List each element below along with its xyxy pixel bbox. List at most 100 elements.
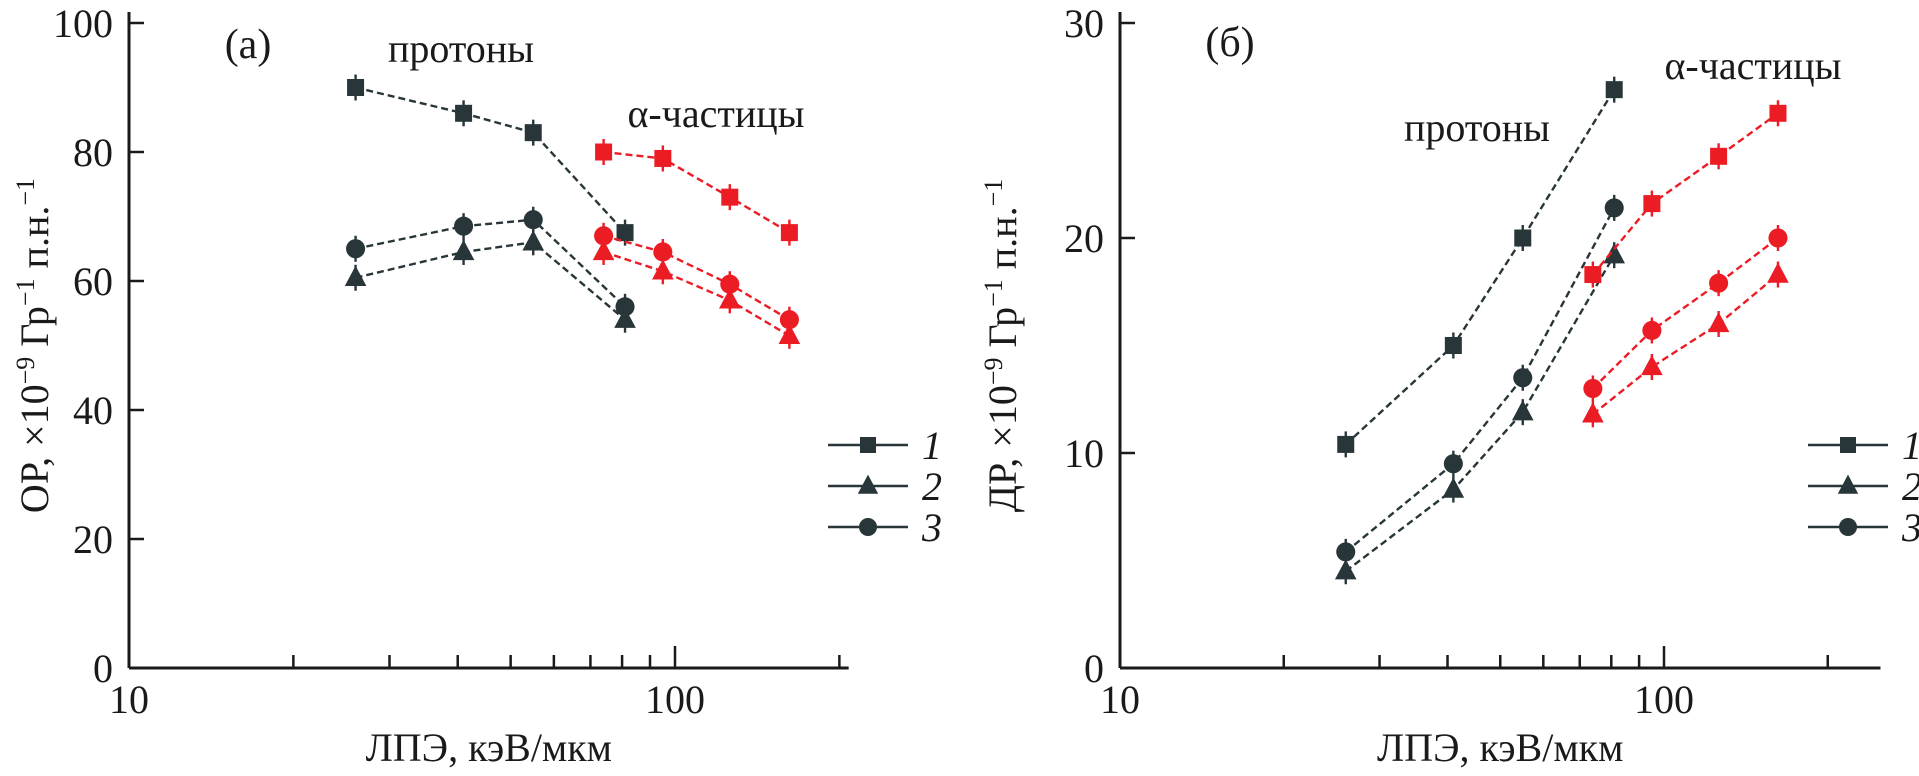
data-point-marker-circle [1443, 454, 1463, 474]
y-ticks [1120, 21, 1135, 670]
series-line [355, 218, 626, 308]
data-point-marker-square [524, 124, 542, 142]
y-tick-labels: 0 20 40 60 80 100 [53, 1, 113, 691]
y-tick-label: 60 [73, 259, 113, 304]
x-tick-label: 100 [645, 677, 705, 722]
series-line [1345, 254, 1616, 573]
y-ticks [129, 21, 144, 670]
series-line [1344, 89, 1616, 446]
legend-item-3: 3 [1808, 505, 1919, 550]
x-tick-label: 10 [1100, 677, 1140, 722]
y-tick-label: 80 [73, 130, 113, 175]
data-point-marker-square [347, 79, 365, 96]
data-point-marker-square [860, 437, 876, 453]
panel-label: (б) [1205, 20, 1254, 66]
series-2-protons [1334, 242, 1626, 585]
series-line [603, 234, 791, 321]
x-tick-labels: 10 100 [1100, 677, 1694, 722]
legend-label: 3 [921, 505, 942, 550]
x-axis-title: ЛПЭ, кэВ/мкм [1377, 725, 1623, 770]
series-3-protons [346, 206, 635, 320]
legend: 123 [828, 423, 942, 550]
data-point-marker-square [595, 143, 613, 161]
data-point-marker-triangle [857, 474, 879, 494]
data-point-marker-circle [1336, 542, 1356, 562]
series-line [1344, 207, 1616, 553]
data-point-marker-circle [1768, 228, 1788, 248]
data-point-marker-triangle [719, 288, 741, 309]
data-point-marker-circle [1513, 368, 1533, 388]
data-point-marker-triangle [344, 265, 367, 286]
data-point-marker-circle [594, 226, 614, 246]
data-point-marker-triangle [1334, 559, 1357, 580]
data-point-marker-square [1769, 104, 1787, 122]
legend-label: 2 [1902, 464, 1919, 509]
data-point-marker-circle [720, 274, 740, 294]
legend-item-3: 3 [828, 505, 942, 550]
data-point-marker-circle [779, 310, 799, 330]
legend-item-2: 2 [828, 464, 942, 509]
x-axis-title: ЛПЭ, кэВ/мкм [366, 725, 612, 770]
annotation-alphas: α-частицы [1664, 43, 1841, 88]
legend-label: 1 [1902, 423, 1919, 468]
series-1-protons [347, 74, 634, 246]
data-point-marker-circle [1838, 517, 1858, 537]
data-point-marker-square [1444, 337, 1462, 354]
axes [127, 12, 849, 670]
x-ticks [292, 646, 841, 668]
series-line [603, 150, 791, 234]
series-line [1591, 112, 1779, 276]
legend: 123 [1808, 423, 1919, 550]
data-point-marker-triangle [1837, 474, 1859, 494]
y-tick-label: 10 [1064, 431, 1104, 476]
data-point-marker-square [616, 224, 634, 242]
y-tick-label: 40 [73, 388, 113, 433]
series-line [355, 241, 626, 321]
data-point-marker-triangle [1442, 477, 1465, 498]
annotation-protons: протоны [388, 26, 534, 71]
data-point-marker-square [654, 149, 672, 167]
annotation-alphas: α-частицы [627, 91, 804, 136]
data-point-marker-square [1605, 81, 1623, 99]
series-3-alphas [594, 222, 799, 333]
panel-label: (а) [225, 22, 272, 68]
x-tick-label: 100 [1634, 677, 1694, 722]
series-line [1592, 237, 1779, 390]
data-point-marker-square [1514, 229, 1532, 247]
series-1-alphas [1584, 100, 1787, 288]
data-point-marker-square [455, 104, 473, 122]
y-tick-label: 0 [1084, 646, 1104, 691]
data-point-marker-triangle [1767, 262, 1789, 283]
data-point-marker-triangle [778, 323, 801, 344]
series-3-alphas [1583, 225, 1788, 402]
data-point-marker-square [1584, 266, 1602, 284]
data-point-marker-circle [523, 210, 543, 230]
data-point-marker-triangle [1511, 400, 1534, 421]
data-point-marker-triangle [522, 230, 545, 251]
y-tick-label: 0 [93, 646, 113, 691]
y-tick-label: 20 [73, 517, 113, 562]
data-point-marker-circle [346, 239, 366, 259]
y-axis-title: ОР, ×10−9 Гр−1 п.н.−1 [11, 178, 57, 513]
data-point-marker-square [1710, 147, 1728, 165]
data-point-marker-circle [653, 242, 673, 262]
data-point-marker-square [1643, 195, 1661, 213]
legend-label: 1 [922, 423, 942, 468]
data-point-marker-square [1840, 437, 1856, 453]
y-tick-label: 100 [53, 1, 113, 46]
legend-item-1: 1 [828, 423, 942, 468]
series-3-protons [1336, 194, 1624, 565]
data-point-marker-circle [1709, 273, 1729, 293]
series-line [355, 86, 626, 234]
series-2-alphas [1582, 261, 1789, 428]
data-point-marker-square [721, 188, 739, 206]
data-point-marker-square [780, 224, 798, 242]
data-point-marker-triangle [1582, 402, 1604, 423]
series-line [603, 250, 791, 337]
series-1-alphas [595, 139, 798, 246]
data-point-marker-circle [615, 297, 635, 317]
data-point-marker-triangle [1641, 354, 1663, 376]
annotation-protons: протоны [1404, 105, 1550, 150]
data-point-marker-triangle [592, 239, 615, 261]
